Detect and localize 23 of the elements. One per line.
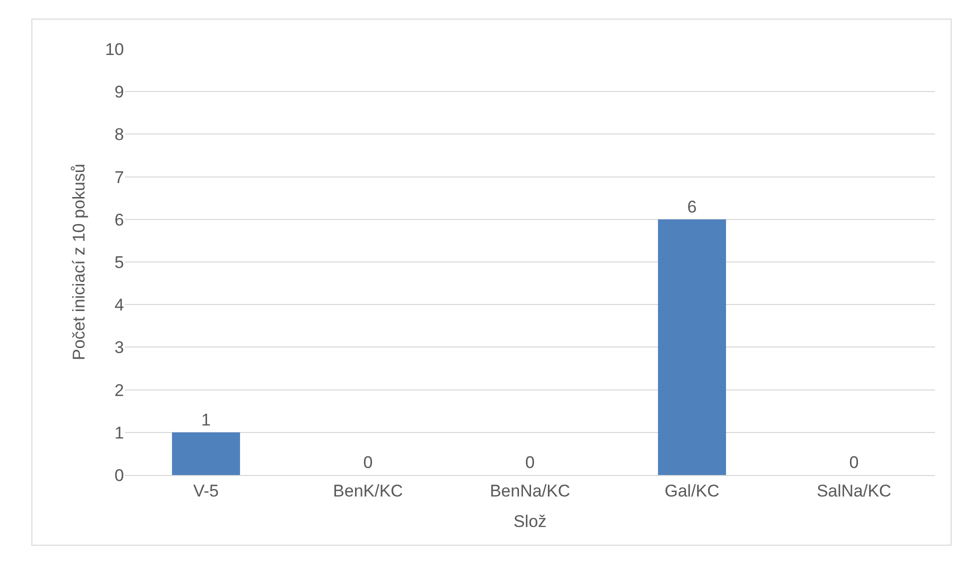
- y-tick-label: 2: [114, 380, 124, 400]
- y-tick-label: 4: [114, 296, 124, 315]
- y-tick-label: 5: [114, 252, 124, 272]
- y-tick-label: 7: [114, 168, 124, 187]
- x-tick-label: SalNa/KC: [816, 481, 892, 500]
- x-axis-title: Slož: [513, 512, 547, 531]
- data-label: 0: [363, 453, 373, 472]
- data-label: 0: [525, 453, 535, 472]
- data-label: 1: [201, 410, 211, 430]
- x-tick-label: BenK/KC: [333, 481, 403, 500]
- data-label: 0: [849, 453, 859, 472]
- x-tick-label: V-5: [193, 481, 219, 500]
- x-tick-label: BenNa/KC: [490, 481, 570, 500]
- y-tick-label: 10: [105, 40, 124, 59]
- x-tick-label: Gal/KC: [664, 481, 720, 500]
- y-tick-label: 0: [114, 466, 124, 485]
- y-tick-label: 1: [114, 423, 124, 442]
- data-label: 6: [687, 197, 697, 216]
- y-axis-title: Počet iniciací z 10 pokusů: [70, 164, 89, 360]
- y-tick-label: 9: [114, 82, 124, 102]
- y-tick-label: 8: [114, 125, 124, 144]
- y-tick-label: 3: [114, 338, 124, 358]
- y-tick-label: 6: [114, 210, 124, 230]
